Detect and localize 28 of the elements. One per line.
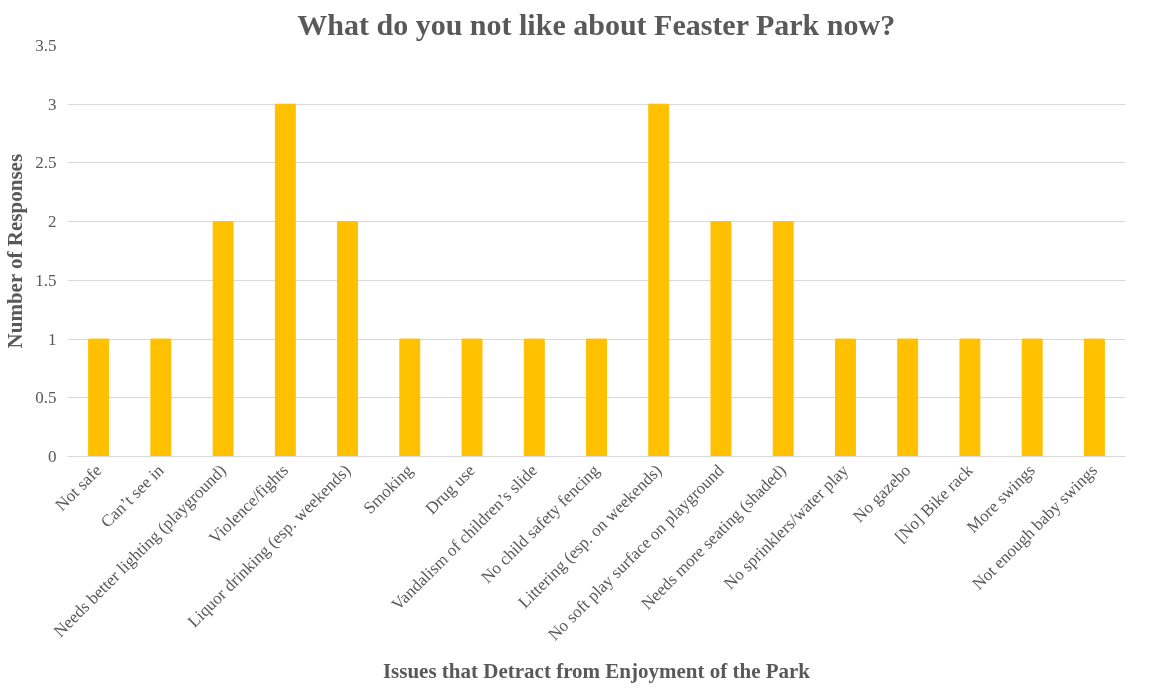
y-tick-label: 0.5 bbox=[35, 388, 57, 408]
bar bbox=[772, 221, 794, 457]
bar bbox=[586, 338, 607, 457]
bar bbox=[959, 338, 981, 457]
y-tick-label: 2.5 bbox=[35, 153, 57, 173]
bar bbox=[523, 338, 545, 457]
bar bbox=[461, 338, 483, 457]
y-tick-label: 1.5 bbox=[35, 270, 57, 290]
bar bbox=[274, 103, 296, 457]
bar bbox=[648, 103, 670, 457]
bar bbox=[88, 338, 110, 457]
bar bbox=[1021, 338, 1043, 457]
y-tick-label: 3 bbox=[48, 94, 57, 114]
bar bbox=[150, 338, 172, 457]
bar bbox=[834, 338, 856, 457]
bar bbox=[212, 221, 234, 457]
bar bbox=[710, 221, 732, 457]
y-axis-title: Number of Responses bbox=[3, 153, 28, 349]
bar bbox=[1083, 338, 1105, 457]
bar bbox=[337, 221, 359, 457]
bar bbox=[399, 338, 421, 457]
bar bbox=[897, 338, 919, 457]
chart-title: What do you not like about Feaster Park now? bbox=[297, 7, 896, 41]
y-tick-label: 3.5 bbox=[35, 36, 57, 55]
x-axis-title: Issues that Detract from Enjoyment of the Park bbox=[382, 658, 811, 683]
y-tick-label: 2 bbox=[48, 212, 57, 232]
y-tick-label: 1 bbox=[48, 329, 57, 349]
y-tick-label: 0 bbox=[48, 447, 57, 466]
